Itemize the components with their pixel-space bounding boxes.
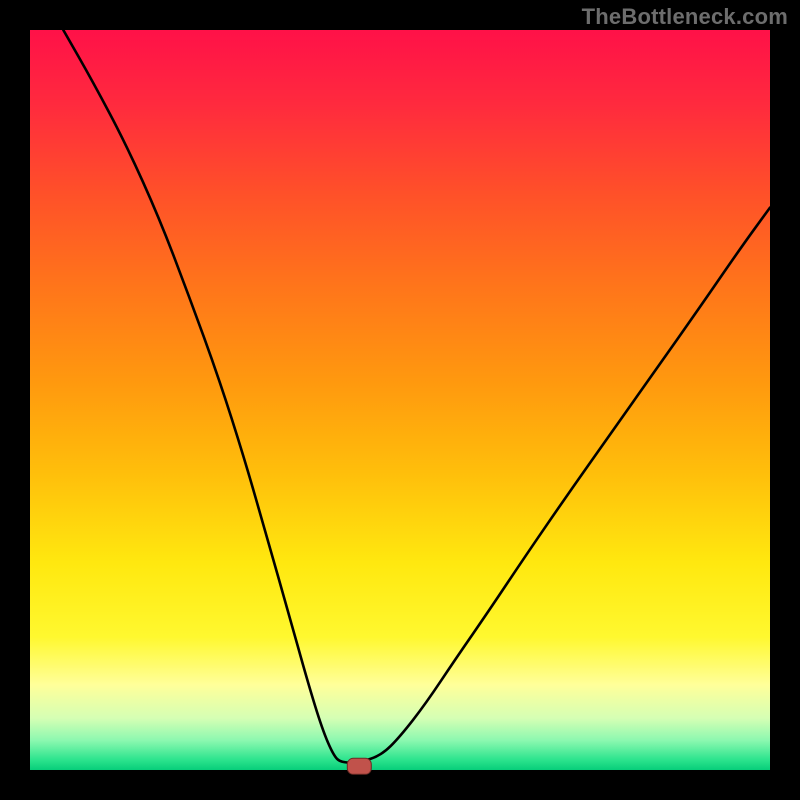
bottleneck-chart — [0, 0, 800, 800]
plot-background — [30, 30, 770, 770]
optimal-marker — [347, 758, 371, 774]
chart-frame: TheBottleneck.com — [0, 0, 800, 800]
watermark-text: TheBottleneck.com — [582, 4, 788, 30]
